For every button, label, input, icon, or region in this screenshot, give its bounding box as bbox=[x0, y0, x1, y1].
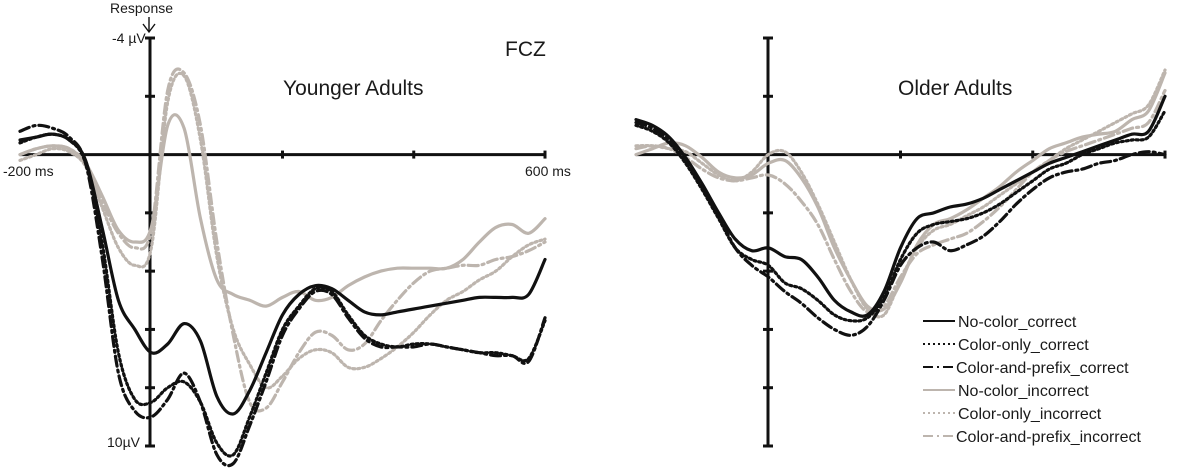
panel-title-older: Older Adults bbox=[898, 77, 1012, 100]
series-line-younger-cp_i bbox=[18, 67, 547, 413]
series-line-older-nc_i bbox=[634, 71, 1167, 313]
series-line-older-nc_c bbox=[634, 94, 1167, 318]
series-line-younger-nc_i bbox=[18, 113, 547, 308]
y-top-label: -4 µV bbox=[112, 30, 146, 46]
legend-label: Color-and-prefix_correct bbox=[956, 360, 1129, 377]
series-line-younger-co_i bbox=[18, 71, 547, 390]
y-bottom-label: 10µV bbox=[107, 434, 141, 450]
series-line-younger-cp_c bbox=[18, 123, 547, 468]
x-left-label: -200 ms bbox=[3, 163, 54, 179]
series-line-younger-co_c bbox=[18, 132, 547, 458]
electrode-label: FCZ bbox=[505, 38, 546, 61]
legend-item-color-and-prefix-incorrect: Color-and-prefix_incorrect bbox=[923, 429, 1142, 446]
panel-title-younger: Younger Adults bbox=[283, 77, 424, 100]
series-line-older-cp_c bbox=[634, 120, 1167, 337]
legend-label: No-color_correct bbox=[958, 314, 1077, 331]
legend-label: Color-only_incorrect bbox=[958, 406, 1102, 423]
legend-label: Color-and-prefix_incorrect bbox=[956, 429, 1142, 446]
response-arrow-icon bbox=[142, 17, 156, 34]
legend-label: Color-only_correct bbox=[958, 337, 1089, 354]
legend-item-no-color-incorrect: No-color_incorrect bbox=[923, 383, 1089, 400]
series-line-younger-nc_c bbox=[18, 132, 547, 416]
x-right-label: 600 ms bbox=[525, 163, 571, 179]
response-label: Response bbox=[110, 0, 173, 16]
series-line-older-co_c bbox=[634, 109, 1167, 323]
legend-item-color-only-correct: Color-only_correct bbox=[923, 337, 1089, 354]
legend-item-no-color-correct: No-color_correct bbox=[923, 314, 1077, 331]
legend-item-color-only-incorrect: Color-only_incorrect bbox=[923, 406, 1102, 423]
series-line-older-cp_i bbox=[634, 88, 1167, 315]
legend: No-color_correct Color-only_correct Colo… bbox=[923, 314, 1142, 446]
legend-item-color-and-prefix-correct: Color-and-prefix_correct bbox=[923, 360, 1129, 377]
legend-label: No-color_incorrect bbox=[958, 383, 1089, 400]
